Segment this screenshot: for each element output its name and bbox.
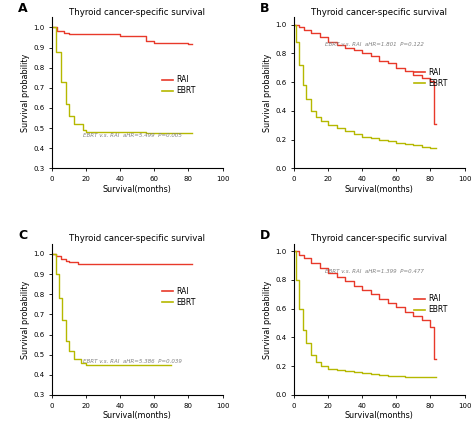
Title: Thyroid cancer-specific survival: Thyroid cancer-specific survival	[311, 234, 447, 243]
Y-axis label: Survival probability: Survival probability	[264, 280, 273, 358]
Text: C: C	[18, 229, 27, 242]
Text: EBRT v.s. RAI  aHR=1.801  P=0.122: EBRT v.s. RAI aHR=1.801 P=0.122	[325, 42, 424, 47]
Legend: RAI, EBRT: RAI, EBRT	[414, 294, 448, 315]
X-axis label: Survival(months): Survival(months)	[345, 411, 414, 421]
Y-axis label: Survival probability: Survival probability	[21, 280, 30, 358]
Y-axis label: Survival probability: Survival probability	[264, 54, 273, 132]
Y-axis label: Survival probability: Survival probability	[21, 54, 30, 132]
Title: Thyroid cancer-specific survival: Thyroid cancer-specific survival	[69, 7, 205, 16]
Legend: RAI, EBRT: RAI, EBRT	[162, 286, 195, 307]
Title: Thyroid cancer-specific survival: Thyroid cancer-specific survival	[311, 7, 447, 16]
Title: Thyroid cancer-specific survival: Thyroid cancer-specific survival	[69, 234, 205, 243]
X-axis label: Survival(months): Survival(months)	[345, 185, 414, 194]
X-axis label: Survival(months): Survival(months)	[103, 185, 172, 194]
Text: EBRT v.s. RAI  aHR=5.499  P=0.005: EBRT v.s. RAI aHR=5.499 P=0.005	[83, 133, 182, 138]
Text: B: B	[260, 2, 270, 15]
Legend: RAI, EBRT: RAI, EBRT	[414, 68, 448, 88]
Legend: RAI, EBRT: RAI, EBRT	[162, 75, 195, 95]
Text: EBRT v.s. RAI  aHR=1.399  P=0.477: EBRT v.s. RAI aHR=1.399 P=0.477	[325, 269, 424, 273]
X-axis label: Survival(months): Survival(months)	[103, 411, 172, 421]
Text: D: D	[260, 229, 270, 242]
Text: EBRT v.s. RAI  aHR=5.386  P=0.039: EBRT v.s. RAI aHR=5.386 P=0.039	[83, 359, 182, 364]
Text: A: A	[18, 2, 27, 15]
